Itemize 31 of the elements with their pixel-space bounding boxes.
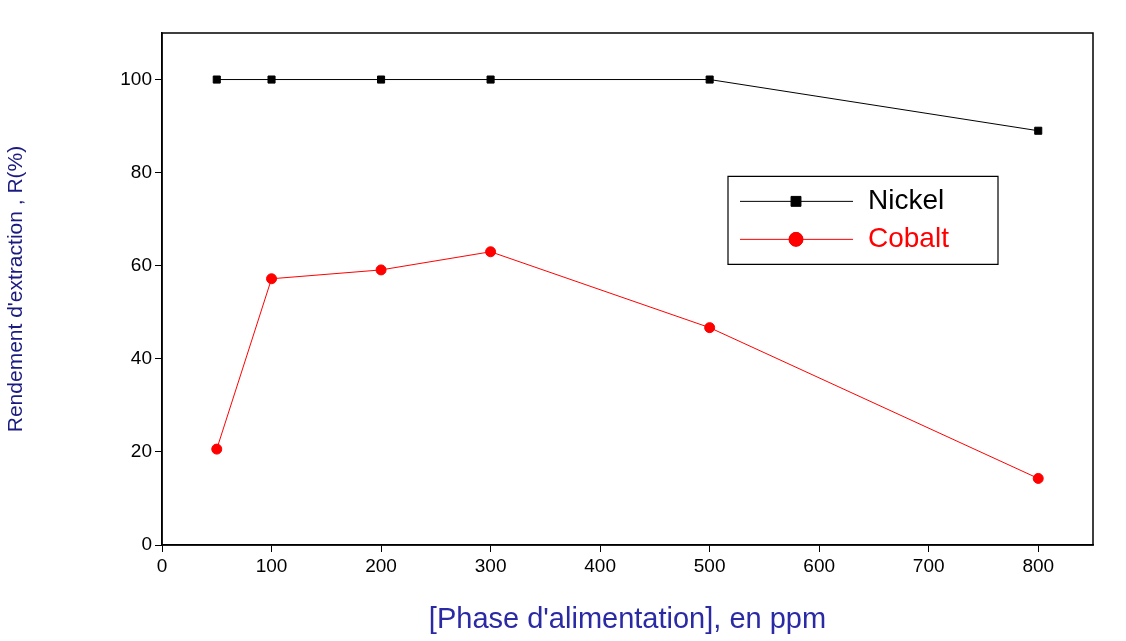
x-axis-title: [Phase d'alimentation], en ppm bbox=[428, 601, 827, 634]
point bbox=[267, 75, 276, 84]
legend-label: Nickel bbox=[868, 184, 945, 216]
point bbox=[377, 75, 386, 84]
y-tick-label: 60 bbox=[130, 253, 152, 275]
x-tick-label: 400 bbox=[584, 554, 616, 576]
point bbox=[211, 443, 223, 455]
y-tick-label: 40 bbox=[130, 347, 152, 369]
point bbox=[485, 246, 497, 258]
x-tick-label: 600 bbox=[803, 554, 836, 576]
x-tick-label: 200 bbox=[365, 554, 397, 576]
point bbox=[704, 322, 716, 334]
x-tick-label: 700 bbox=[912, 554, 945, 576]
y-axis-title: Rendement d'extraction , R(%) bbox=[3, 145, 27, 433]
x-tick-label: 0 bbox=[156, 554, 168, 576]
y-tick-label: 20 bbox=[130, 440, 152, 462]
x-tick-label: 300 bbox=[474, 554, 507, 576]
legend-label: Cobalt bbox=[868, 222, 950, 254]
point bbox=[1032, 472, 1044, 484]
x-tick-label: 500 bbox=[693, 554, 726, 576]
point bbox=[1034, 126, 1043, 135]
point bbox=[375, 264, 387, 276]
y-tick-label: 80 bbox=[130, 160, 152, 182]
y-tick-label: 100 bbox=[120, 67, 152, 89]
x-tick-label: 800 bbox=[1022, 554, 1055, 576]
y-tick-label: 0 bbox=[141, 533, 152, 555]
point bbox=[705, 75, 714, 84]
point bbox=[486, 75, 495, 84]
x-tick-label: 100 bbox=[255, 554, 288, 576]
point bbox=[212, 75, 221, 84]
point bbox=[266, 273, 278, 285]
